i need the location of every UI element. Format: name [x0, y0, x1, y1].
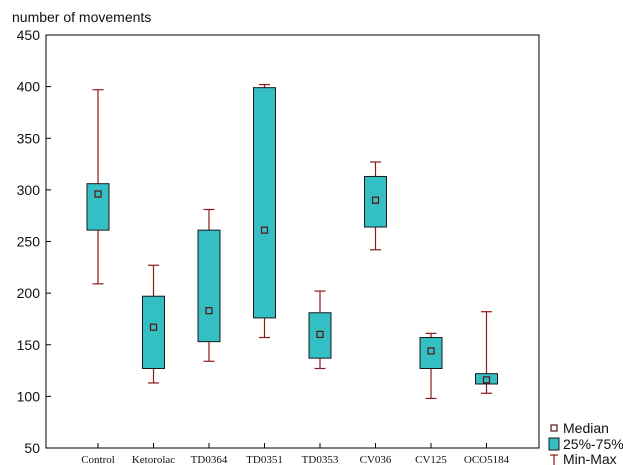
median-marker	[482, 376, 491, 384]
box-oco5184	[475, 311, 498, 394]
x-tick-label: TD0351	[246, 454, 283, 465]
box-cv125	[419, 332, 443, 400]
y-tick-label: 300	[17, 182, 41, 198]
iqr-box	[364, 175, 387, 228]
y-tick-label: 100	[17, 388, 41, 404]
legend-minmax-label: Min-Max	[563, 451, 617, 465]
median-marker	[205, 307, 213, 315]
iqr-box	[475, 373, 498, 385]
x-tick-label: TD0364	[191, 454, 228, 465]
median-marker	[149, 323, 158, 331]
median-marker	[94, 190, 102, 198]
box-ketorolac	[142, 264, 165, 384]
plot-frame	[45, 34, 540, 449]
iqr-box	[419, 337, 443, 369]
box-control	[86, 89, 110, 285]
x-tick-label: CV036	[360, 454, 392, 465]
y-tick-label: 200	[17, 285, 41, 301]
box-td0364	[197, 208, 221, 362]
y-tick-label: 350	[17, 130, 41, 146]
x-tick-label: Control	[81, 454, 115, 465]
median-marker	[260, 226, 269, 234]
legend-iqr-label: 25%-75%	[563, 436, 623, 452]
median-marker	[427, 347, 435, 355]
legend-median-label: Median	[563, 420, 609, 436]
x-axis-ticks: Control Ketorolac TD0364 TD0351 TD0353 CV036 C…	[81, 443, 510, 465]
y-tick-label: 450	[17, 27, 41, 43]
y-axis-ticks: 50 100 150 200 250 300 350 400 450	[17, 27, 51, 456]
y-tick-label: 250	[17, 234, 41, 250]
median-marker	[316, 330, 324, 339]
box-td0351	[253, 83, 276, 339]
x-tick-label: CV125	[415, 454, 447, 465]
y-tick-label: 400	[17, 79, 41, 95]
x-tick-label: OCO5184	[464, 454, 510, 465]
iqr-box	[86, 183, 110, 231]
iqr-box	[308, 312, 332, 359]
x-tick-label: Ketorolac	[132, 454, 175, 465]
iqr-box	[253, 87, 276, 319]
legend-iqr-symbol	[548, 437, 560, 451]
legend-median-symbol	[550, 424, 558, 432]
median-marker	[371, 196, 380, 204]
iqr-box	[142, 295, 165, 369]
y-tick-label: 150	[17, 337, 41, 353]
iqr-box	[197, 229, 221, 343]
y-tick-label: 50	[24, 440, 40, 456]
box-td0353	[308, 290, 332, 370]
x-tick-label: TD0353	[302, 454, 339, 465]
y-axis-label: number of movements	[12, 9, 151, 25]
box-series	[86, 83, 498, 400]
box-cv036	[364, 161, 387, 251]
